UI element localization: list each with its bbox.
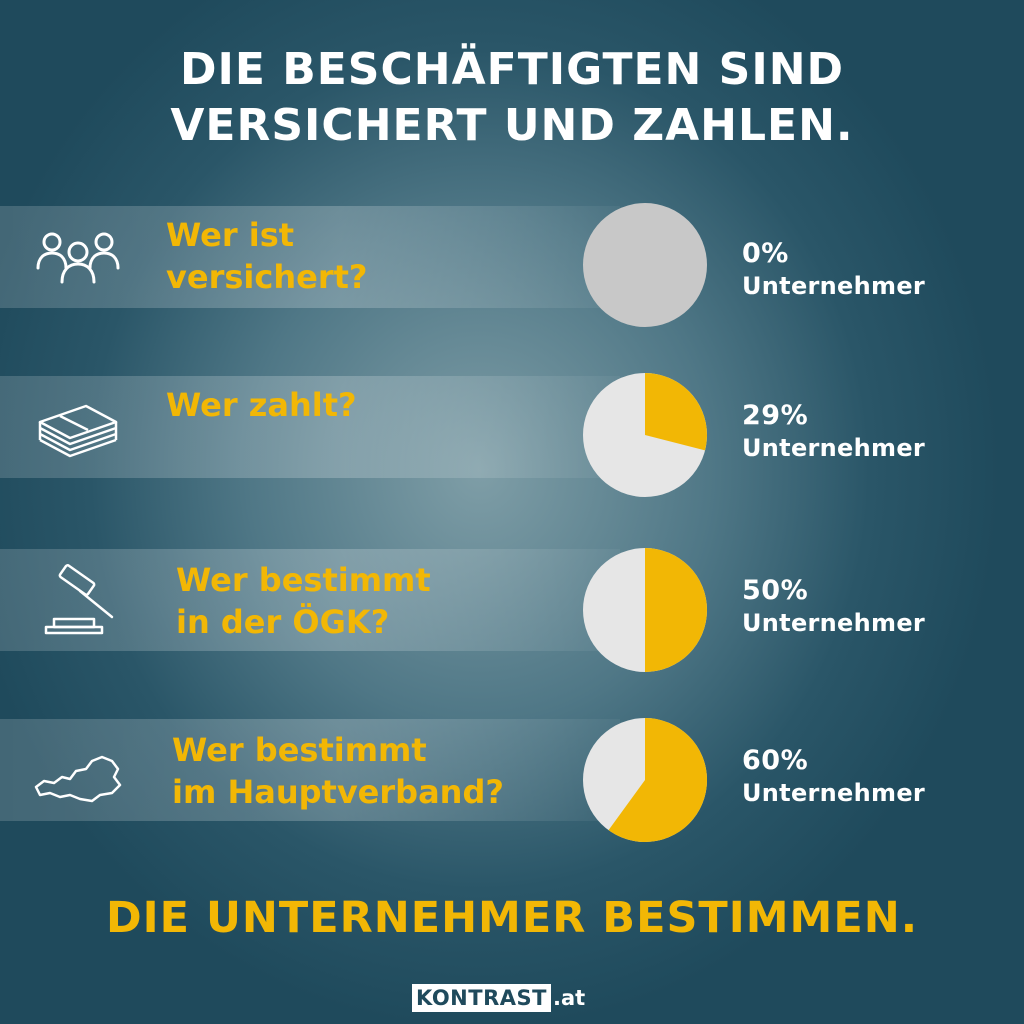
percent-oegk: 50% Unternehmer (742, 575, 925, 639)
percent-value: 50% (742, 575, 809, 606)
kontrast-logo: KONTRAST .at (412, 978, 585, 1012)
question-versichert: Wer ist versichert? (166, 214, 367, 298)
question-oegk: Wer bestimmt in der ÖGK? (176, 559, 431, 643)
row-band (0, 206, 620, 308)
pie-oegk (583, 548, 707, 672)
headline-line-2: VERSICHERT UND ZAHLEN. (170, 100, 854, 151)
row-band (0, 719, 620, 821)
conclusion: DIE UNTERNEHMER BESTIMMEN. (105, 893, 919, 943)
pie-versichert (583, 203, 707, 327)
question-line: Wer bestimmt (176, 561, 431, 599)
percent-label: Unternehmer (742, 272, 926, 300)
row-hauptverband: Wer bestimmt im Hauptverband? 60% Untern… (0, 715, 1024, 845)
percent-value: 29% (742, 400, 809, 431)
people-icon (36, 232, 120, 284)
question-line: Wer ist (166, 216, 295, 254)
question-line: in der ÖGK? (176, 603, 390, 641)
percent-hauptverband: 60% Unternehmer (742, 745, 925, 809)
question-hauptverband: Wer bestimmt im Hauptverband? (172, 729, 504, 813)
logo-brand: KONTRAST (412, 984, 551, 1012)
row-oegk: Wer bestimmt in der ÖGK? 50% Unternehmer (0, 545, 1024, 675)
pie-unternehmer-slice (645, 373, 707, 451)
question-line: im Hauptverband? (172, 773, 504, 811)
row-band (0, 549, 620, 651)
percent-label: Unternehmer (742, 609, 926, 637)
question-line: Wer zahlt? (166, 386, 357, 424)
pie-hauptverband (583, 718, 708, 842)
percent-zahlt: 29% Unternehmer (742, 400, 925, 464)
gavel-icon (44, 564, 114, 635)
percent-versichert: 0% Unternehmer (742, 238, 925, 302)
percent-value: 0% (742, 238, 789, 269)
headline-line-1: DIE BESCHÄFTIGTEN SIND (179, 44, 845, 95)
headline: DIE BESCHÄFTIGTEN SIND VERSICHERT UND ZA… (0, 42, 1024, 154)
pie-unternehmer-slice (645, 548, 707, 672)
percent-label: Unternehmer (742, 779, 926, 807)
row-versichert: Wer ist versichert? 0% Unternehmer (0, 200, 1024, 330)
row-zahlt: Wer zahlt? 29% Unternehmer (0, 370, 1024, 500)
question-zahlt: Wer zahlt? (166, 384, 357, 426)
pie-unternehmer-slice (608, 718, 708, 842)
pie-empty-slice (583, 203, 707, 327)
money-stack-icon (38, 404, 118, 458)
question-line: versichert? (166, 258, 368, 296)
pie-zahlt (583, 373, 707, 497)
austria-map-icon (34, 755, 122, 803)
percent-value: 60% (742, 745, 809, 776)
percent-label: Unternehmer (742, 434, 926, 462)
question-line: Wer bestimmt (172, 731, 427, 769)
logo-tld: .at (552, 986, 586, 1010)
